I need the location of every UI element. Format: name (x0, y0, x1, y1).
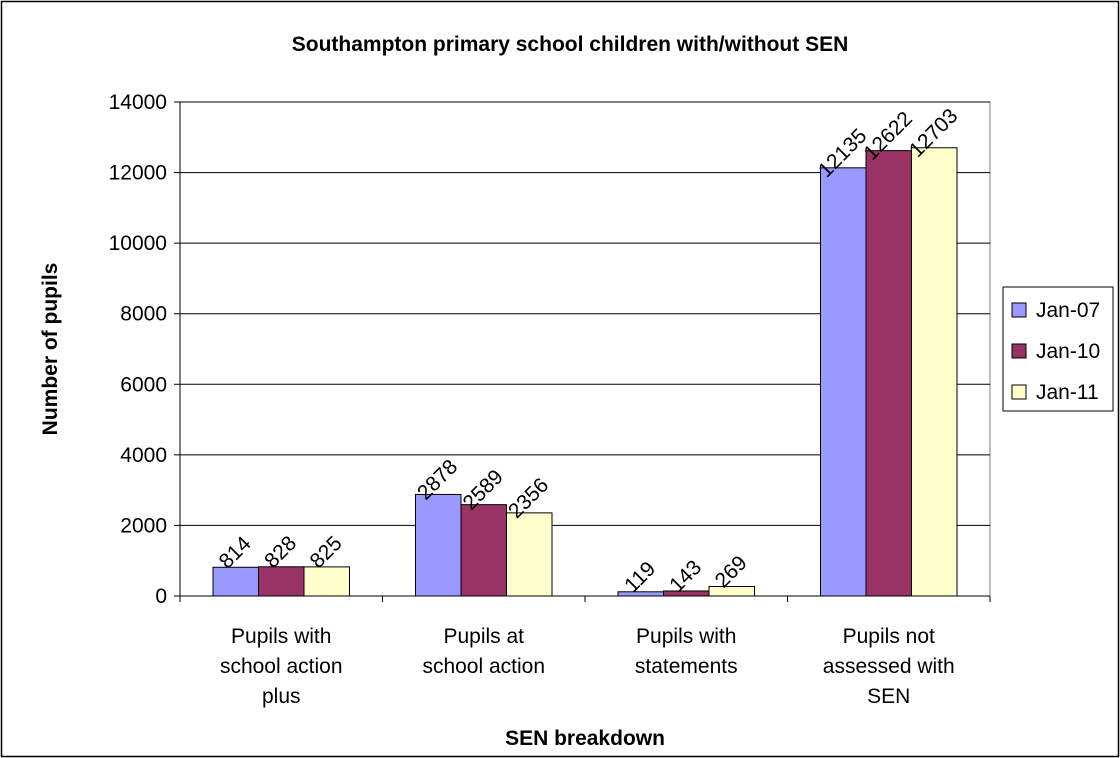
x-category-label: Pupils not (843, 625, 935, 648)
y-tick-label: 14000 (109, 91, 167, 114)
bar-jan-10 (258, 566, 305, 597)
x-axis-title: SEN breakdown (505, 727, 665, 750)
x-category-label: statements (635, 655, 738, 678)
x-category-label: Pupils at (443, 625, 524, 648)
x-category-label: school action (220, 655, 343, 678)
legend-label: Jan-07 (1036, 299, 1100, 322)
y-tick-label: 12000 (109, 162, 167, 185)
bar-jan-11 (911, 147, 958, 597)
legend-swatch-jan-07 (1011, 302, 1027, 318)
bars (212, 147, 958, 597)
x-category-label: assessed with (823, 655, 955, 678)
x-category-label: Pupils with (636, 625, 736, 648)
bar-jan-11 (506, 512, 553, 597)
bar-jan-11 (708, 586, 755, 597)
bar-jan-07 (415, 493, 462, 597)
y-axis: 0 2000 4000 6000 8000 10000 12000 14000 (109, 91, 181, 608)
chart-title: Southampton primary school children with… (292, 33, 849, 56)
y-tick-label: 0 (155, 585, 167, 608)
x-category-label: Pupils with (231, 625, 331, 648)
x-category-label: SEN (867, 685, 910, 708)
legend-label: Jan-11 (1036, 381, 1099, 404)
bar-jan-07 (212, 566, 259, 597)
y-tick-label: 2000 (120, 514, 167, 537)
x-category-label: plus (262, 685, 301, 708)
y-tick-label: 10000 (109, 232, 167, 255)
x-category-label: school action (422, 655, 545, 678)
x-axis: Pupils with school action plus Pupils at sch… (179, 595, 991, 708)
bar-jan-07 (820, 167, 867, 597)
legend: Jan-07 Jan-10 Jan-11 (1002, 286, 1114, 412)
legend-swatch-jan-10 (1011, 343, 1027, 359)
bar-jan-10 (460, 504, 507, 597)
bar-jan-11 (303, 566, 350, 597)
legend-label: Jan-10 (1036, 340, 1100, 363)
legend-swatch-jan-11 (1011, 384, 1027, 400)
y-tick-label: 6000 (120, 373, 167, 396)
y-tick-label: 8000 (120, 303, 167, 326)
y-axis-title: Number of pupils (39, 263, 62, 436)
y-tick-label: 4000 (120, 444, 167, 467)
bar-jan-10 (865, 150, 912, 597)
